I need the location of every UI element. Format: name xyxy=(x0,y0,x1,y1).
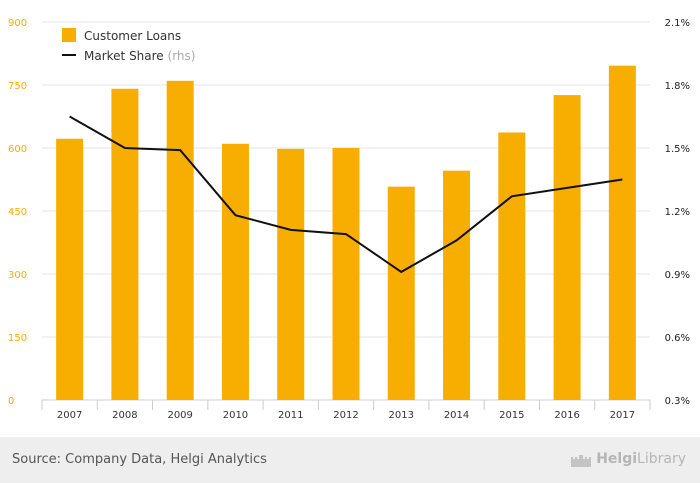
bar xyxy=(387,186,415,400)
brand-name-library: Library xyxy=(637,451,686,467)
bar xyxy=(498,132,526,400)
legend-label-line: Market Share (rhs) xyxy=(84,49,195,63)
y-tick-label-left: 600 xyxy=(8,144,27,155)
bar xyxy=(553,95,581,400)
y-tick-label-left: 900 xyxy=(8,18,27,29)
bar xyxy=(166,80,194,401)
x-tick-label: 2013 xyxy=(389,410,414,421)
y-tick-label-right: 1.5% xyxy=(665,144,690,155)
combo-chart: 0 0.3% 150 0.6% 300 0.9% 450 1.2% 600 1.5% 750 1.8%… xyxy=(8,18,690,421)
chart-footer: Source: Company Data, Helgi Analytics He… xyxy=(0,437,700,483)
bar xyxy=(111,88,139,400)
bar xyxy=(332,148,360,400)
y-tick-label-right: 0.9% xyxy=(665,270,690,281)
bar xyxy=(608,65,636,401)
source-note: Source: Company Data, Helgi Analytics xyxy=(12,452,267,467)
x-tick-label: 2007 xyxy=(57,410,82,421)
y-tick-label-left: 150 xyxy=(8,333,27,344)
castle-icon xyxy=(571,455,592,467)
x-tick-label: 2009 xyxy=(167,410,192,421)
y-tick-label-right: 1.2% xyxy=(665,207,690,218)
legend-label-bars: Customer Loans xyxy=(84,29,181,43)
legend-label-suffix: (rhs) xyxy=(168,49,196,63)
legend-swatch-bars xyxy=(62,28,76,42)
series-line xyxy=(69,115,623,274)
x-tick-label: 2008 xyxy=(112,410,137,421)
y-tick-label-left: 0 xyxy=(8,396,14,407)
bar xyxy=(56,138,84,400)
bar xyxy=(277,148,305,400)
y-tick-label-right: 0.3% xyxy=(665,396,690,407)
x-tick-label: 2015 xyxy=(499,410,524,421)
brand-logo[interactable]: Helgi Library xyxy=(570,448,686,470)
x-tick-label: 2017 xyxy=(610,410,635,421)
x-tick-label: 2016 xyxy=(554,410,579,421)
y-tick-label-right: 1.8% xyxy=(665,81,690,92)
y-tick-label-left: 450 xyxy=(8,207,27,218)
y-tick-label-left: 750 xyxy=(8,81,27,92)
bar xyxy=(443,170,471,400)
x-tick-label: 2012 xyxy=(333,410,358,421)
y-tick-label-left: 300 xyxy=(8,270,27,281)
brand-name-helgi: Helgi xyxy=(596,451,638,467)
bar xyxy=(221,143,249,401)
y-tick-label-right: 0.6% xyxy=(665,333,690,344)
y-tick-label-right: 2.1% xyxy=(665,18,690,29)
x-tick-label: 2014 xyxy=(444,410,469,421)
x-tick-label: 2010 xyxy=(223,410,248,421)
x-tick-label: 2011 xyxy=(278,410,303,421)
